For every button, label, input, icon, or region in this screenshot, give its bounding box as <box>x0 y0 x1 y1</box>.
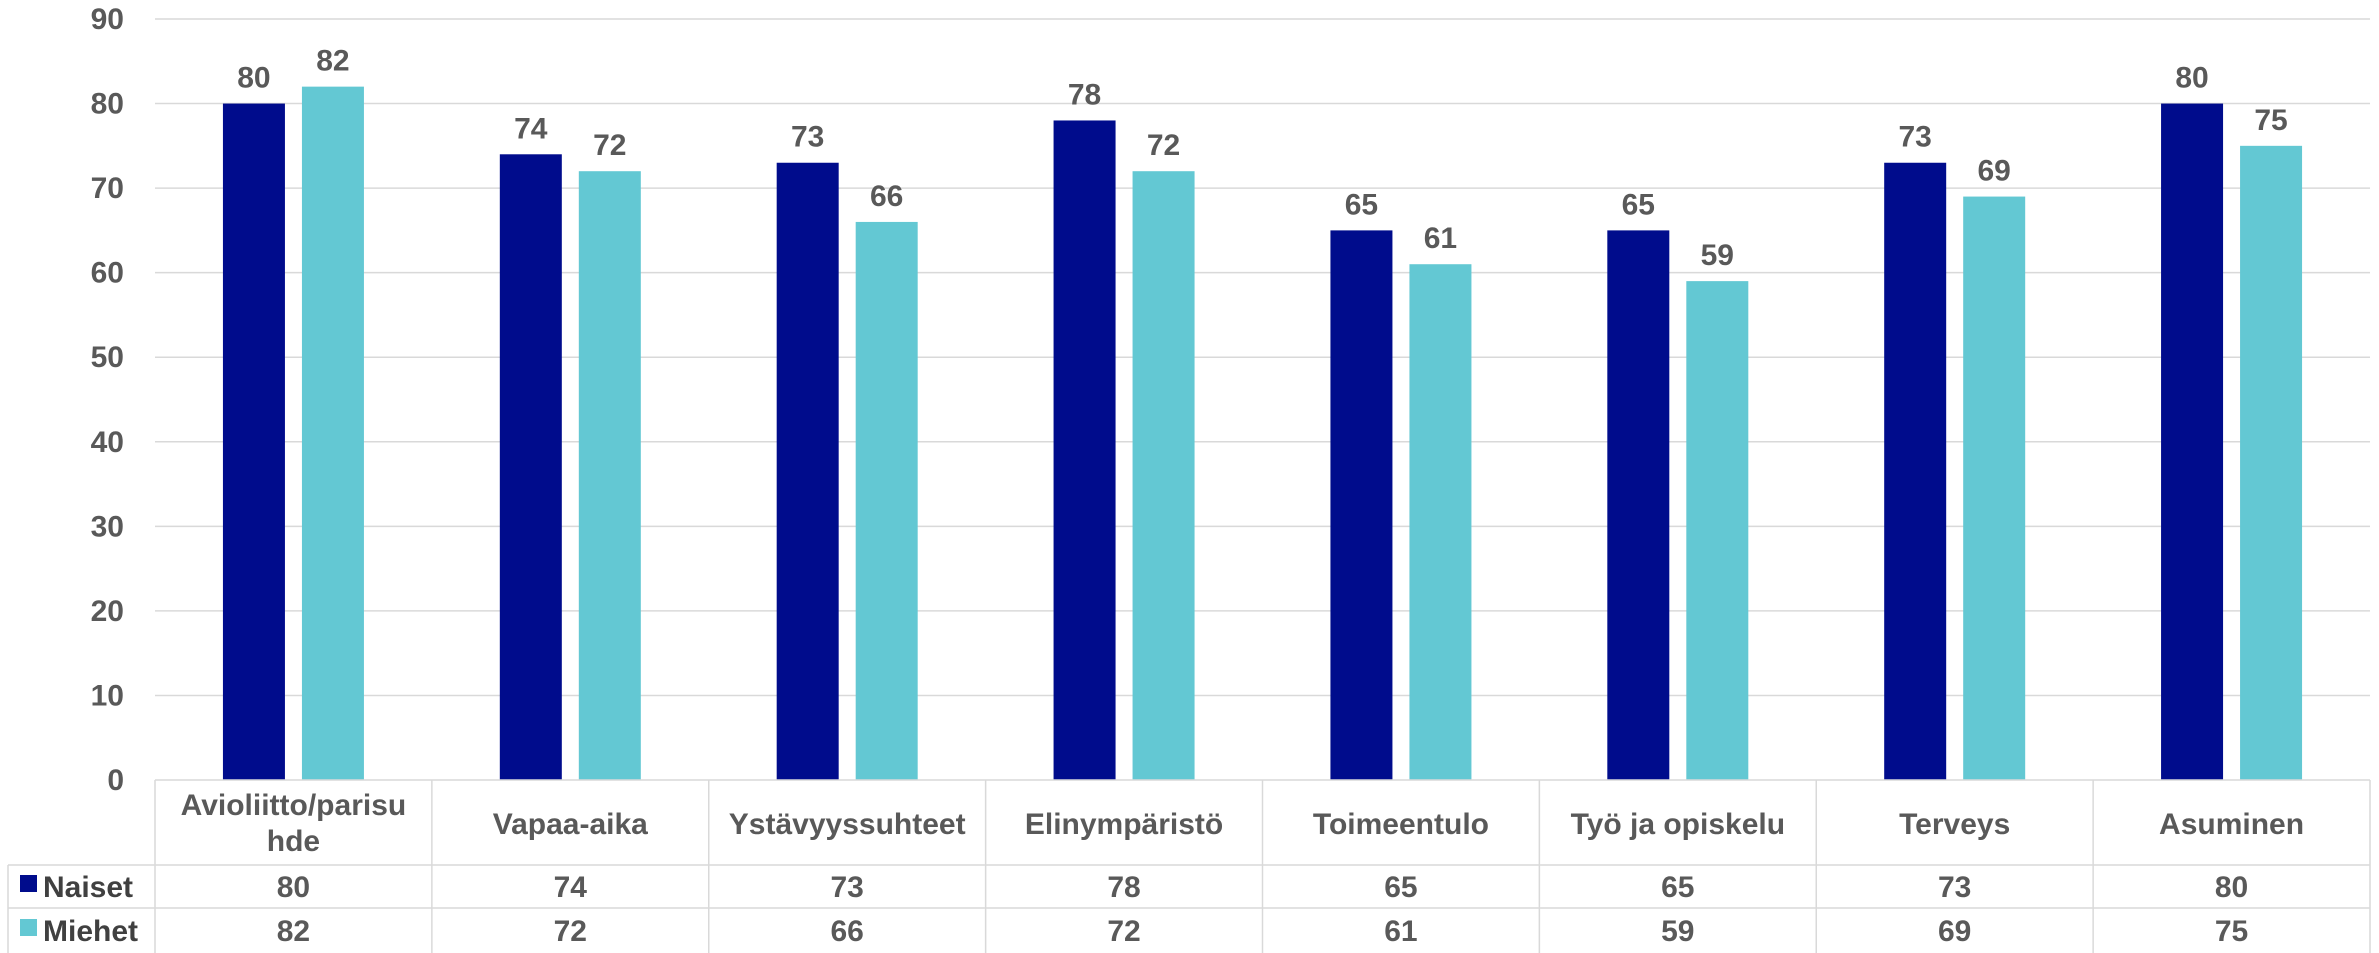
data-label: 65 <box>1622 188 1655 221</box>
gridlines <box>155 19 2370 695</box>
table-cell: 80 <box>2215 871 2248 904</box>
data-label: 80 <box>2175 62 2208 95</box>
bars <box>223 87 2302 780</box>
bar-naiset <box>777 163 839 780</box>
y-tick-label: 40 <box>91 426 124 459</box>
data-label: 72 <box>1147 129 1180 162</box>
bar-naiset <box>2161 104 2223 780</box>
legend-key-miehet <box>20 919 37 936</box>
data-label: 75 <box>2254 104 2287 137</box>
y-tick-label: 70 <box>91 172 124 205</box>
bar-miehet <box>1409 264 1471 780</box>
bar-naiset <box>500 154 562 780</box>
table-cell: 74 <box>554 871 588 904</box>
bar-naiset <box>223 104 285 780</box>
y-tick-label: 30 <box>91 510 124 543</box>
data-label: 69 <box>1978 155 2011 188</box>
table-cell: 66 <box>831 915 864 948</box>
y-tick-label: 90 <box>91 3 124 36</box>
table-cell: 61 <box>1384 915 1417 948</box>
table-cell: 73 <box>831 871 864 904</box>
bar-miehet <box>302 87 364 780</box>
category-label: Toimeentulo <box>1313 808 1489 841</box>
y-tick-label: 20 <box>91 595 124 628</box>
bar-naiset <box>1054 120 1116 780</box>
category-label: Ystävyyssuhteet <box>729 808 966 841</box>
data-label: 61 <box>1424 222 1457 255</box>
category-label: Asuminen <box>2159 808 2304 841</box>
table-cell: 78 <box>1107 871 1140 904</box>
y-tick-label: 50 <box>91 341 124 374</box>
bar-miehet <box>856 222 918 780</box>
category-label-line: hde <box>267 825 320 858</box>
bar-naiset <box>1330 230 1392 780</box>
data-label: 82 <box>316 45 349 78</box>
category-label: Avioliitto/parisu hde <box>181 789 407 858</box>
table-cell: 72 <box>554 915 587 948</box>
category-label: Vapaa-aika <box>493 808 648 841</box>
bar-miehet <box>1963 197 2025 780</box>
y-tick-label: 10 <box>91 679 124 712</box>
bar-miehet <box>579 171 641 780</box>
data-table: Avioliitto/parisu hde Vapaa-aika Ystävyyssu… <box>8 780 2370 953</box>
legend-label-miehet: Miehet <box>43 915 138 948</box>
data-label: 78 <box>1068 78 1101 111</box>
y-tick-label: 0 <box>107 764 124 797</box>
data-label: 66 <box>870 180 903 213</box>
legend-key-naiset <box>20 875 37 892</box>
table-cell: 80 <box>277 871 310 904</box>
table-cell: 75 <box>2215 915 2248 948</box>
category-label: Työ ja opiskelu <box>1571 808 1786 841</box>
bar-miehet <box>2240 146 2302 780</box>
y-tick-label: 80 <box>91 88 124 121</box>
data-label: 59 <box>1701 239 1734 272</box>
data-label: 73 <box>1899 121 1932 154</box>
category-label-line: Avioliitto/parisu <box>181 789 407 822</box>
y-tick-label: 60 <box>91 257 124 290</box>
bar-miehet <box>1686 281 1748 780</box>
category-label: Terveys <box>1899 808 2010 841</box>
table-cell: 72 <box>1107 915 1140 948</box>
data-label: 74 <box>514 112 548 145</box>
category-label: Elinympäristö <box>1025 808 1223 841</box>
data-label: 65 <box>1345 188 1378 221</box>
table-cell: 59 <box>1661 915 1694 948</box>
table-cell: 69 <box>1938 915 1971 948</box>
table-cell: 82 <box>277 915 310 948</box>
y-axis: 0 10 20 30 40 50 60 70 80 90 <box>91 3 124 797</box>
table-cell: 65 <box>1661 871 1694 904</box>
bar-naiset <box>1607 230 1669 780</box>
data-label: 72 <box>593 129 626 162</box>
table-cell: 73 <box>1938 871 1971 904</box>
bar-naiset <box>1884 163 1946 780</box>
data-label: 73 <box>791 121 824 154</box>
legend-label-naiset: Naiset <box>43 871 133 904</box>
data-label: 80 <box>237 62 270 95</box>
table-cell: 65 <box>1384 871 1417 904</box>
bar-miehet <box>1133 171 1195 780</box>
